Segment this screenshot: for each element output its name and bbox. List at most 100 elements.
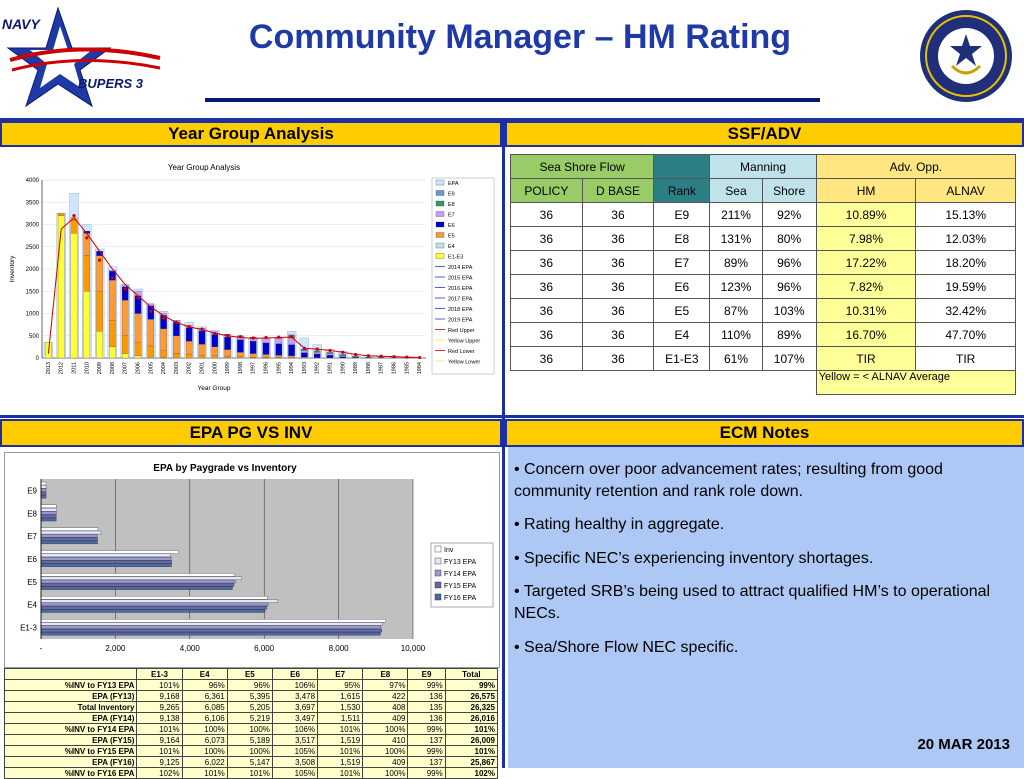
yg-point-2014 <box>226 334 229 337</box>
ssf-cell: E6 <box>654 275 710 299</box>
pg-bar-fy14-epa <box>41 580 235 583</box>
ssf-cell: 10.89% <box>816 203 916 227</box>
yg-bar-e4 <box>173 354 179 358</box>
yg-bar-e4 <box>135 342 141 355</box>
epa-cell: 101% <box>137 680 182 691</box>
yg-bar-e6 <box>340 357 346 358</box>
ssf-cell: 18.20% <box>916 251 1016 275</box>
yg-bar-e6 <box>301 353 307 357</box>
yg-point-2014 <box>124 287 127 290</box>
epa-cell: 99% <box>408 768 445 779</box>
yg-point-2014 <box>175 321 178 324</box>
yg-ytick-label: 1500 <box>26 289 40 295</box>
yg-bar-e6 <box>199 331 205 344</box>
epa-cell: 100% <box>182 746 227 757</box>
yg-point-2014 <box>200 327 203 330</box>
yg-xtick-label: 1987 <box>379 362 385 374</box>
epa-cell: 9,168 <box>137 691 182 702</box>
ssf-cell: 107% <box>762 347 816 371</box>
pg-legend-swatch <box>435 546 441 552</box>
yg-legend-label: 2017 EPA <box>448 297 473 303</box>
ssf-cell: 36 <box>582 275 654 299</box>
pg-bar-fy15-epa <box>41 560 172 563</box>
yg-bar-e8 <box>327 353 333 354</box>
epa-cell: 100% <box>363 768 408 779</box>
yg-bar-e6 <box>250 341 256 353</box>
epa-cell: 1,519 <box>318 735 363 746</box>
epa-cell: 1,519 <box>318 757 363 768</box>
epa-cell: 1,615 <box>318 691 363 702</box>
epa-cell: %INV to FY14 EPA <box>5 724 137 735</box>
epa-header-cell: E5 <box>227 669 272 680</box>
epa-cell: 105% <box>272 768 317 779</box>
epa-header-cell: E4 <box>182 669 227 680</box>
yg-xtick-label: 2010 <box>84 362 90 374</box>
ssf-cell: 36 <box>582 203 654 227</box>
yg-xtick-label: 1997 <box>251 362 257 374</box>
yg-xtick-label: 1990 <box>340 362 346 374</box>
ssf-col-sea: Sea <box>710 179 762 203</box>
ssf-cell: E9 <box>654 203 710 227</box>
yg-xtick-label: 2012 <box>59 362 65 374</box>
epa-cell: 26,575 <box>445 691 497 702</box>
ssf-col-dbase: D BASE <box>582 179 654 203</box>
ssf-cell: 17.22% <box>816 251 916 275</box>
pg-bar-fy14-epa <box>41 489 46 492</box>
pg-bar-inv <box>41 573 235 576</box>
yg-bar-e6 <box>224 337 230 349</box>
yg-legend-label: E9 <box>448 192 455 198</box>
yg-legend-label: E1-E3 <box>448 255 463 261</box>
pg-bar-fy16-epa <box>41 609 265 612</box>
ssf-cell: E4 <box>654 323 710 347</box>
yg-bar-e7 <box>314 352 320 354</box>
pg-bar-fy16-epa <box>41 495 46 498</box>
yg-point-2014 <box>341 351 344 354</box>
epa-cell: 9,125 <box>137 757 182 768</box>
yg-point-2014 <box>85 236 88 239</box>
yg-point-2014 <box>252 336 255 339</box>
epa-cell: 6,361 <box>182 691 227 702</box>
epa-cell: 99% <box>408 724 445 735</box>
epa-cell: 135 <box>408 702 445 713</box>
ssf-col-hm: HM <box>816 179 916 203</box>
ssf-cell: 110% <box>710 323 762 347</box>
ssf-cell: 47.70% <box>916 323 1016 347</box>
epa-cell: 26,016 <box>445 713 497 724</box>
ecm-note-item: • Sea/Shore Flow NEC specific. <box>514 637 1014 659</box>
yg-bar-e5 <box>122 300 128 336</box>
epa-cell: 105% <box>272 746 317 757</box>
epa-cell: 5,205 <box>227 702 272 713</box>
pg-legend-swatch <box>435 594 441 600</box>
pg-legend-label: FY14 EPA <box>444 571 476 578</box>
yg-xtick-label: 2011 <box>71 362 77 374</box>
yg-legend-label: Red Upper <box>448 328 475 334</box>
frame-mid <box>0 415 1024 418</box>
yg-bar-e4 <box>84 256 90 292</box>
yg-xtick-label: 1994 <box>289 362 295 374</box>
epa-cell: EPA (FY16) <box>5 757 137 768</box>
epa-cell: 106% <box>272 680 317 691</box>
epa-cell: EPA (FY13) <box>5 691 137 702</box>
epa-cell: 99% <box>408 680 445 691</box>
ssf-cell: 36 <box>511 251 583 275</box>
pg-bar-fy13-epa <box>41 531 101 534</box>
yg-bar-e6 <box>288 345 294 356</box>
ssf-cell: 89% <box>710 251 762 275</box>
yg-xtick-label: 1985 <box>404 362 410 374</box>
yg-bar-e4 <box>186 354 192 358</box>
yg-point-2014 <box>405 356 408 359</box>
epa-cell: 100% <box>363 724 408 735</box>
section-epa-pg: EPA PG VS INV <box>0 419 502 447</box>
ssf-cell: 61% <box>710 347 762 371</box>
epa-cell: 6,022 <box>182 757 227 768</box>
epa-cell: 3,517 <box>272 735 317 746</box>
epa-cell: 26,325 <box>445 702 497 713</box>
yg-point-2014 <box>392 355 395 358</box>
yg-legend-swatch <box>436 201 444 206</box>
